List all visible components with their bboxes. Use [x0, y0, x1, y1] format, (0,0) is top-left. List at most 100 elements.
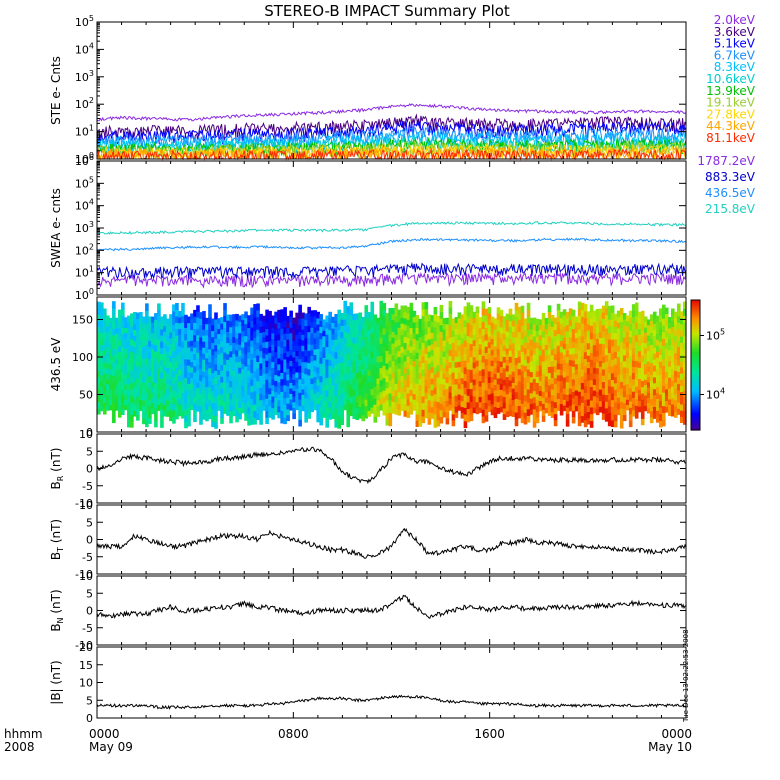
- spectrogram-cell: [385, 337, 390, 345]
- spectrogram-cell: [391, 372, 396, 379]
- spectrogram-cell: [637, 356, 642, 363]
- spectrogram-cell: [118, 345, 122, 353]
- spectrogram-cell: [130, 376, 134, 384]
- spectrogram-cell: [481, 314, 486, 323]
- spectrogram-cell: [112, 301, 116, 309]
- spectrogram-cell: [442, 372, 447, 380]
- spectrogram-cell: [124, 383, 128, 390]
- colorbar-tick-label: 104: [706, 386, 725, 401]
- spectrogram-cell: [364, 380, 369, 388]
- spectrogram-cell: [457, 361, 462, 368]
- spectrogram-cell: [349, 327, 354, 335]
- spectrogram-cell: [592, 407, 597, 414]
- spectrogram-cell: [538, 395, 543, 402]
- spectrogram-cell: [517, 331, 522, 339]
- spectrogram-cell: [382, 340, 387, 348]
- spectrogram-cell: [400, 398, 405, 406]
- spectrogram-cell: [286, 350, 290, 358]
- spectrogram-cell: [145, 378, 149, 387]
- spectrogram-cell: [376, 350, 381, 357]
- spectrogram-cell: [574, 405, 579, 412]
- spectrogram-cell: [589, 372, 594, 381]
- spectrogram-cell: [454, 400, 459, 407]
- spectrogram-cell: [601, 381, 606, 389]
- spectrogram-cell: [193, 396, 197, 404]
- spectrogram-cell: [385, 325, 390, 333]
- spectrogram-cell: [103, 402, 107, 409]
- y-tick-label: 15: [79, 659, 93, 672]
- spectrogram-cell: [274, 363, 278, 370]
- spectrogram-cell: [250, 333, 254, 341]
- spectrogram-cell: [97, 401, 101, 409]
- spectrogram-cell: [583, 351, 588, 360]
- y-tick-label: 10: [79, 570, 93, 583]
- spectrogram-cell: [649, 350, 654, 358]
- spectrogram-cell: [661, 419, 666, 427]
- spectrogram-cell: [508, 397, 513, 405]
- spectrogram-cell: [403, 403, 408, 411]
- spectrogram-cell: [169, 326, 173, 333]
- spectrogram-cell: [172, 350, 176, 358]
- spectrogram-cell: [448, 307, 453, 314]
- spectrogram-cell: [211, 402, 215, 410]
- spectrogram-cell: [535, 370, 540, 378]
- spectrogram-cell: [241, 325, 245, 332]
- spectrogram-cell: [661, 331, 666, 339]
- spectrogram-cell: [616, 350, 621, 358]
- spectrogram-cell: [292, 384, 296, 392]
- spectrogram-cell: [469, 330, 474, 338]
- spectrogram-cell: [679, 329, 684, 337]
- spectrogram-cell: [382, 321, 387, 329]
- spectrogram-cell: [661, 405, 666, 413]
- spectrogram-cell: [565, 407, 570, 414]
- spectrogram-cell: [232, 376, 236, 383]
- spectrogram-cell: [175, 386, 179, 394]
- spectrogram-cell: [283, 397, 287, 405]
- spectrogram-cell: [460, 320, 465, 327]
- spectrogram-cell: [622, 342, 627, 350]
- spectrogram-cell: [382, 371, 387, 379]
- spectrogram-cell: [451, 383, 456, 391]
- spectrogram-cell: [340, 393, 345, 401]
- spectrogram-cell: [604, 394, 609, 402]
- spectrogram-cell: [493, 345, 498, 352]
- spectrogram-cell: [622, 390, 627, 398]
- spectrogram-cell: [307, 313, 311, 320]
- spectrogram-cell: [430, 360, 435, 368]
- spectrogram-cell: [292, 368, 296, 375]
- spectrogram-cell: [259, 411, 263, 419]
- spectrogram-cell: [502, 316, 507, 323]
- spectrogram-cell: [373, 380, 378, 387]
- spectrogram-cell: [655, 392, 660, 400]
- spectrogram-cell: [364, 374, 369, 381]
- colorbar-step: [691, 334, 700, 338]
- spectrogram-cell: [631, 335, 636, 343]
- spectrogram-cell: [283, 417, 287, 425]
- spectrogram-cell: [520, 383, 525, 391]
- spectrogram-cell: [574, 368, 579, 375]
- spectrogram-cell: [226, 342, 230, 349]
- spectrogram-cell: [172, 317, 176, 325]
- spectrogram-cell: [529, 349, 534, 356]
- spectrogram-cell: [616, 385, 621, 392]
- spectrogram-cell: [631, 360, 636, 367]
- spectrogram-cell: [214, 415, 218, 423]
- spectrogram-cell: [190, 393, 194, 400]
- spectrogram-cell: [517, 319, 522, 326]
- spectrogram-cell: [250, 398, 254, 406]
- spectrogram-cell: [646, 319, 651, 326]
- swea-ylabel: SWEA e- cnts: [49, 188, 63, 268]
- spectrogram-cell: [274, 311, 278, 318]
- btot-ylabel: |B| (nT): [49, 660, 63, 704]
- spectrogram-cell: [634, 405, 639, 413]
- spectrogram-cell: [400, 375, 405, 382]
- spectrogram-cell: [637, 317, 642, 324]
- spectrogram-cell: [622, 402, 627, 410]
- spectrogram-cell: [643, 405, 648, 412]
- spectrogram-cell: [595, 338, 600, 345]
- spectrogram-cell: [223, 345, 227, 353]
- spectrogram-cell: [601, 394, 606, 401]
- spectrogram-cell: [391, 307, 396, 315]
- spectrogram-cell: [640, 329, 645, 337]
- spectrogram-cell: [385, 375, 390, 383]
